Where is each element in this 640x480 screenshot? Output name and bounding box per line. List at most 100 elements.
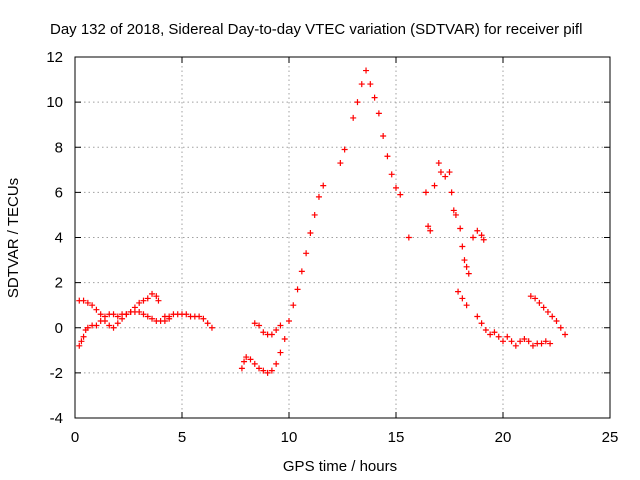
data-point: [89, 302, 96, 309]
data-point: [264, 369, 271, 376]
data-point: [532, 295, 539, 302]
y-tick-label: 12: [46, 49, 63, 66]
series-main-arc: [238, 67, 412, 376]
x-tick-label: 5: [178, 429, 186, 446]
x-axis-label: GPS time / hours: [283, 458, 397, 475]
data-point: [553, 317, 560, 324]
data-point: [463, 302, 470, 309]
data-point: [153, 293, 160, 300]
data-point: [119, 315, 126, 322]
data-point: [459, 295, 466, 302]
y-tick-label: 10: [46, 94, 63, 111]
data-point: [260, 329, 267, 336]
data-point: [208, 324, 215, 331]
data-point: [311, 211, 318, 218]
data-point: [371, 94, 378, 101]
data-point: [80, 297, 87, 304]
data-point: [110, 324, 117, 331]
data-point: [474, 313, 481, 320]
chart-title: Day 132 of 2018, Sidereal Day-to-day VTE…: [50, 21, 582, 38]
data-point: [256, 365, 263, 372]
data-point: [204, 320, 211, 327]
data-point: [149, 290, 156, 297]
data-point: [200, 315, 207, 322]
data-point: [149, 315, 156, 322]
y-tick-label: 4: [55, 230, 63, 247]
data-point: [144, 295, 151, 302]
data-point: [251, 320, 258, 327]
data-point: [363, 67, 370, 74]
data-point: [465, 270, 472, 277]
data-point: [459, 243, 466, 250]
data-point: [388, 171, 395, 178]
data-point: [367, 81, 374, 88]
data-point: [268, 331, 275, 338]
data-point: [538, 340, 545, 347]
data-point: [425, 223, 432, 230]
data-point: [243, 354, 250, 361]
data-point: [251, 360, 258, 367]
data-point: [78, 338, 85, 345]
data-point: [290, 302, 297, 309]
data-point: [277, 349, 284, 356]
y-axis-label: SDTVAR / TECUs: [5, 178, 22, 298]
series-late-cluster: [422, 160, 554, 349]
data-point: [527, 293, 534, 300]
data-point: [427, 227, 434, 234]
data-point: [525, 338, 532, 345]
data-point: [268, 367, 275, 374]
data-point: [166, 313, 173, 320]
y-tick-label: 6: [55, 184, 63, 201]
data-point: [521, 336, 528, 343]
y-tick-label: 0: [55, 320, 63, 337]
data-point: [320, 182, 327, 189]
data-point: [136, 308, 143, 315]
data-point: [529, 342, 536, 349]
series-morning-dip: [251, 320, 284, 338]
data-point: [491, 329, 498, 336]
data-point: [286, 317, 292, 324]
y-tick-label: 8: [55, 139, 63, 156]
y-tick-labels: -4 -2 0 2 4 6 8 10 12: [46, 49, 63, 427]
data-point: [455, 288, 462, 295]
data-points: [76, 67, 569, 376]
data-point: [136, 299, 143, 306]
data-point: [76, 342, 83, 349]
data-point: [80, 333, 87, 340]
data-point: [84, 324, 91, 331]
data-point: [450, 207, 457, 214]
x-tick-label: 10: [281, 429, 298, 446]
data-point: [393, 184, 399, 191]
data-point: [542, 338, 549, 345]
data-point: [482, 327, 489, 334]
data-point: [512, 342, 519, 349]
data-point: [448, 189, 455, 196]
x-tick-label: 25: [602, 429, 619, 446]
x-tick-labels: 0 5 10 15 20 25: [71, 429, 619, 446]
data-point: [446, 169, 453, 176]
data-point: [155, 297, 162, 304]
data-point: [273, 360, 280, 367]
data-point: [463, 263, 470, 270]
data-point: [478, 320, 485, 327]
grid-lines: [75, 57, 610, 418]
series-early-drop: [76, 297, 173, 331]
data-point: [101, 317, 108, 324]
data-point: [315, 193, 322, 200]
data-point: [247, 356, 254, 363]
data-point: [114, 320, 121, 327]
data-point: [93, 322, 100, 329]
data-point: [307, 229, 314, 236]
data-point: [478, 232, 485, 239]
data-point: [544, 308, 551, 315]
data-point: [375, 110, 382, 117]
data-point: [480, 236, 487, 243]
axis-ticks: [74, 56, 611, 419]
data-point: [140, 297, 147, 304]
series-final-decline: [527, 293, 569, 338]
data-point: [549, 313, 556, 320]
y-tick-label: 2: [55, 275, 63, 292]
y-tick-label: -2: [50, 365, 63, 382]
data-point: [238, 365, 245, 372]
